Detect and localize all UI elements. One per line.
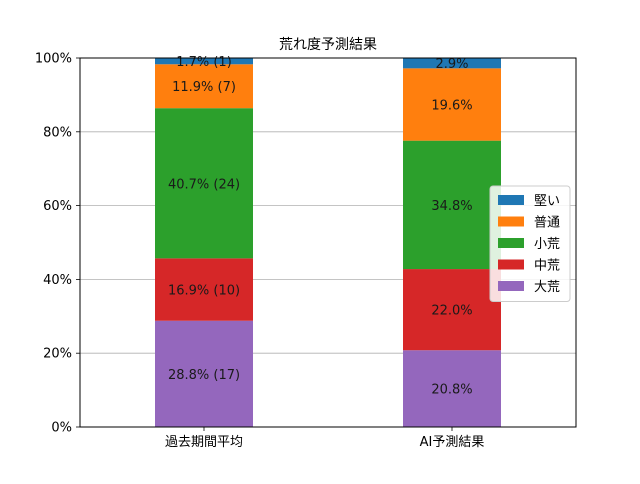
legend-box	[489, 185, 571, 302]
bar-segment	[403, 68, 501, 141]
bar-segment	[155, 258, 253, 321]
bar-value-label: 2.9%	[435, 57, 468, 72]
y-tick-label: 60%	[43, 199, 72, 214]
legend-swatch	[498, 281, 524, 291]
y-tick-label: 40%	[43, 273, 72, 288]
legend-swatch	[498, 238, 524, 248]
bar-value-label: 1.7% (1)	[176, 55, 232, 70]
legend-swatch	[498, 259, 524, 270]
chart-title: 荒れ度予測結果	[279, 37, 377, 53]
bar-segment	[403, 350, 501, 427]
legend-label: 大荒	[534, 280, 560, 295]
legend-label: 小荒	[534, 237, 560, 252]
bar-segment	[155, 108, 253, 259]
bar-segment	[155, 64, 253, 109]
bar-value-label: 20.8%	[431, 383, 472, 398]
axes: 0% 20% 40% 60% 80% 100% 過去期間平均 AI予測結果	[35, 52, 577, 450]
legend-swatch	[498, 216, 524, 227]
bar-value-label: 19.6%	[431, 98, 472, 113]
bar-segment	[155, 58, 253, 65]
bar-segment	[403, 140, 501, 270]
bar-value-label: 22.0%	[431, 304, 472, 319]
legend-label: 普通	[534, 216, 560, 231]
legend-label: 中荒	[534, 259, 560, 274]
y-tick-label: 20%	[43, 347, 72, 362]
bar-value-label: 40.7% (24)	[168, 177, 240, 192]
bar-value-label: 28.8% (17)	[168, 368, 240, 383]
legend-swatch	[498, 195, 524, 205]
y-tick-label: 100%	[35, 52, 72, 67]
y-tick-label: 0%	[51, 421, 72, 436]
x-tick-label: 過去期間平均	[165, 435, 243, 450]
data-labels: 28.8% (17) 16.9% (10) 40.7% (24) 11.9% (7) 1…	[168, 55, 473, 397]
y-tick-label: 80%	[43, 125, 72, 140]
plot-frame	[79, 57, 577, 428]
bars	[155, 57, 501, 427]
bar-value-label: 34.8%	[431, 199, 472, 214]
bar-segment	[403, 269, 501, 351]
legend-label: 堅い	[534, 194, 560, 209]
x-tick-label: AI予測結果	[420, 435, 485, 450]
bar-segment	[155, 320, 253, 427]
bar-segment	[403, 57, 501, 69]
bar-value-label: 16.9% (10)	[168, 284, 240, 299]
bar-value-label: 11.9% (7)	[172, 80, 236, 95]
